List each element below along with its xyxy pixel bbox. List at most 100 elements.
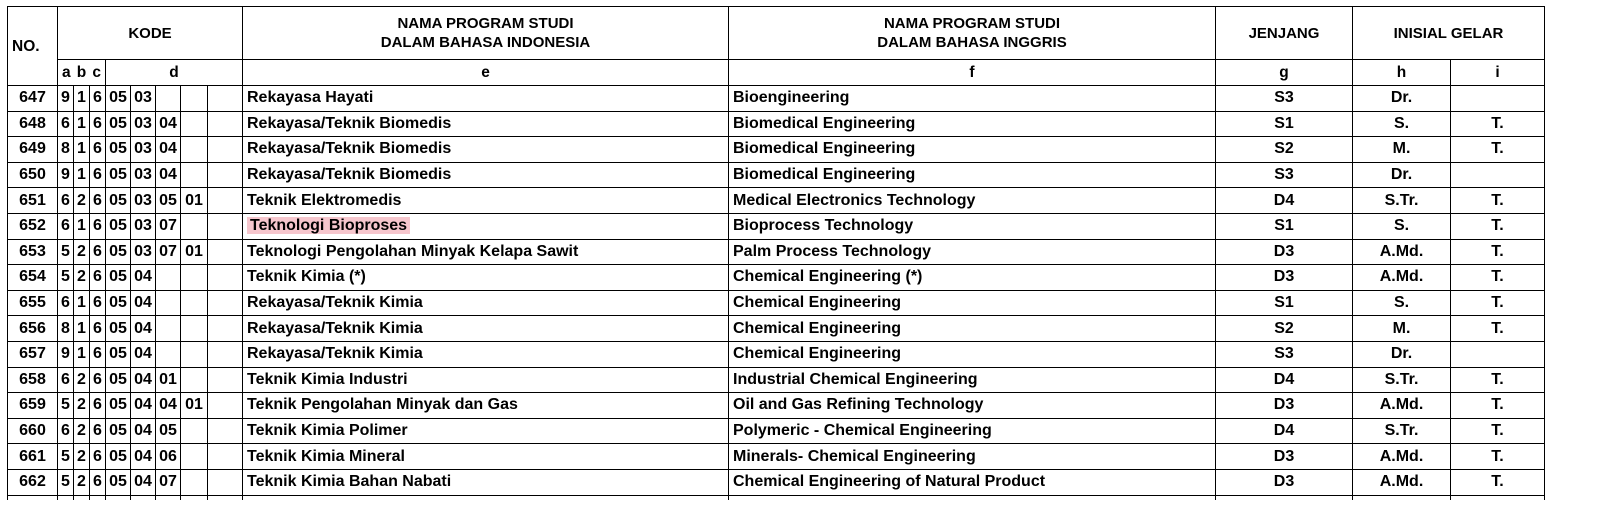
table-row: 652 6 1 6 05 03 07 Teknologi Bioproses Bioproces…: [7, 212, 1545, 240]
cell-code-d3: [155, 264, 181, 291]
header-nama-inggris-line2: DALAM BAHASA INGGRIS: [877, 34, 1067, 51]
cell-code-d2: 04: [130, 417, 156, 445]
cell-code-b: 2: [73, 392, 90, 419]
cell-inisial-h: Dr.: [1352, 85, 1451, 112]
cell-no: 648: [7, 110, 58, 138]
cell-jenjang: D4: [1215, 187, 1353, 214]
cell-code-a: 5: [57, 392, 74, 419]
cell-no: 661: [7, 443, 58, 470]
cell-code-c: 6: [89, 187, 106, 214]
cell-code-d5: [207, 161, 243, 189]
cell-jenjang: S3: [1215, 340, 1353, 368]
cell-inisial-h: A.Md.: [1352, 468, 1451, 496]
subheader-row: a b c d e f g h i: [8, 59, 1545, 86]
cell-code-d1: 05: [105, 212, 131, 240]
cell-code-d1: 05: [105, 85, 131, 112]
cell-nama-inggris: Medical Electronics Technology: [728, 187, 1216, 214]
cell-code-d5: [207, 110, 243, 138]
cell-code-d2: 04: [130, 289, 156, 317]
cell-code-a: 6: [57, 366, 74, 394]
cell-code-d1: 05: [105, 264, 131, 291]
cell-no: 650: [7, 161, 58, 189]
cell-code-c: 6: [89, 340, 106, 368]
cell-code-d2: 04: [130, 366, 156, 394]
cell-code-c: 6: [89, 366, 106, 394]
cell-inisial-h: Dr.: [1352, 340, 1451, 368]
cell-code-d1: 05: [105, 315, 131, 342]
cell-inisial-h: Dr.: [1352, 161, 1451, 189]
cell-nama-inggris: Biomedical Engineering: [728, 136, 1216, 163]
highlighted-text: Teknologi Bioproses: [247, 217, 411, 235]
cell-inisial-h: A.Md.: [1352, 443, 1451, 470]
cell-nama-indonesia: Teknologi Bioproses: [242, 212, 729, 240]
cell-empty: [105, 494, 131, 500]
cell-code-a: 6: [57, 212, 74, 240]
cell-code-b: 1: [73, 161, 90, 189]
table-row: 655 6 1 6 05 04 Rekayasa/Teknik Kimia Chemical …: [7, 289, 1545, 317]
cell-nama-indonesia: Rekayasa/Teknik Kimia: [242, 289, 729, 317]
cell-nama-indonesia: Rekayasa/Teknik Kimia: [242, 315, 729, 342]
cell-code-a: 6: [57, 289, 74, 317]
cell-nama-inggris: Chemical Engineering: [728, 340, 1216, 368]
cell-nama-inggris: Chemical Engineering of Natural Product: [728, 468, 1216, 496]
cell-inisial-i: T.: [1450, 468, 1545, 496]
cell-code-c: 6: [89, 212, 106, 240]
cell-empty: [728, 494, 1216, 500]
cell-inisial-h: M.: [1352, 136, 1451, 163]
cell-code-d3: 07: [155, 238, 181, 266]
table-row: 651 6 2 6 05 03 05 01 Teknik Elektromedis Medical…: [7, 187, 1545, 214]
header-nama-inggris-line1: NAMA PROGRAM STUDI: [883, 15, 1061, 32]
cell-nama-inggris: Polymeric - Chemical Engineering: [728, 417, 1216, 445]
cell-no: 649: [7, 136, 58, 163]
cell-code-d4: 01: [180, 238, 208, 266]
cell-code-c: 6: [89, 136, 106, 163]
cell-code-b: 1: [73, 340, 90, 368]
cell-empty: [1450, 494, 1545, 500]
cell-nama-inggris: Biomedical Engineering: [728, 161, 1216, 189]
cell-code-d2: 03: [130, 136, 156, 163]
table-row: 653 5 2 6 05 03 07 01 Teknologi Pengolahan Minya…: [7, 238, 1545, 266]
cell-code-d3: 04: [155, 136, 181, 163]
cell-inisial-i: T.: [1450, 315, 1545, 342]
cell-nama-indonesia: Teknik Kimia Polimer: [242, 417, 729, 445]
cell-jenjang: D4: [1215, 417, 1353, 445]
cell-code-c: 6: [89, 110, 106, 138]
cell-code-d2: 03: [130, 161, 156, 189]
cell-no: 653: [7, 238, 58, 266]
cell-nama-indonesia: Rekayasa/Teknik Kimia: [242, 340, 729, 368]
cell-inisial-h: S.: [1352, 289, 1451, 317]
header-kode: KODE: [57, 6, 243, 60]
cell-inisial-i: T.: [1450, 366, 1545, 394]
header-no: NO.: [7, 6, 58, 86]
cell-inisial-h: S.Tr.: [1352, 187, 1451, 214]
cell-code-d2: 04: [130, 392, 156, 419]
cell-code-c: 6: [89, 264, 106, 291]
cell-code-d2: 03: [130, 212, 156, 240]
cell-code-d5: [207, 392, 243, 419]
cell-nama-indonesia: Teknik Kimia (*): [242, 264, 729, 291]
cell-inisial-h: M.: [1352, 315, 1451, 342]
cell-code-d1: 05: [105, 366, 131, 394]
cell-code-d5: [207, 468, 243, 496]
cell-nama-inggris: Bioprocess Technology: [728, 212, 1216, 240]
cell-code-b: 1: [73, 289, 90, 317]
table-row: 662 5 2 6 05 04 07 Teknik Kimia Bahan Nabati Che…: [7, 468, 1545, 496]
cell-code-b: 1: [73, 212, 90, 240]
cell-code-a: 6: [57, 110, 74, 138]
cell-inisial-h: S.Tr.: [1352, 366, 1451, 394]
cell-nama-inggris: Chemical Engineering (*): [728, 264, 1216, 291]
cell-inisial-i: T.: [1450, 417, 1545, 445]
cell-jenjang: S1: [1215, 212, 1353, 240]
cell-jenjang: D3: [1215, 443, 1353, 470]
cell-code-a: 6: [57, 187, 74, 214]
cell-inisial-i: [1450, 340, 1545, 368]
table-row: 656 8 1 6 05 04 Rekayasa/Teknik Kimia Chemical …: [7, 315, 1545, 342]
cell-jenjang: D4: [1215, 366, 1353, 394]
cell-inisial-i: T.: [1450, 264, 1545, 291]
cell-code-d2: 04: [130, 264, 156, 291]
cell-inisial-i: [1450, 85, 1545, 112]
cell-no: 656: [7, 315, 58, 342]
cell-nama-indonesia: Teknik Kimia Bahan Nabati: [242, 468, 729, 496]
cell-empty: [7, 494, 58, 500]
cell-nama-inggris: Industrial Chemical Engineering: [728, 366, 1216, 394]
